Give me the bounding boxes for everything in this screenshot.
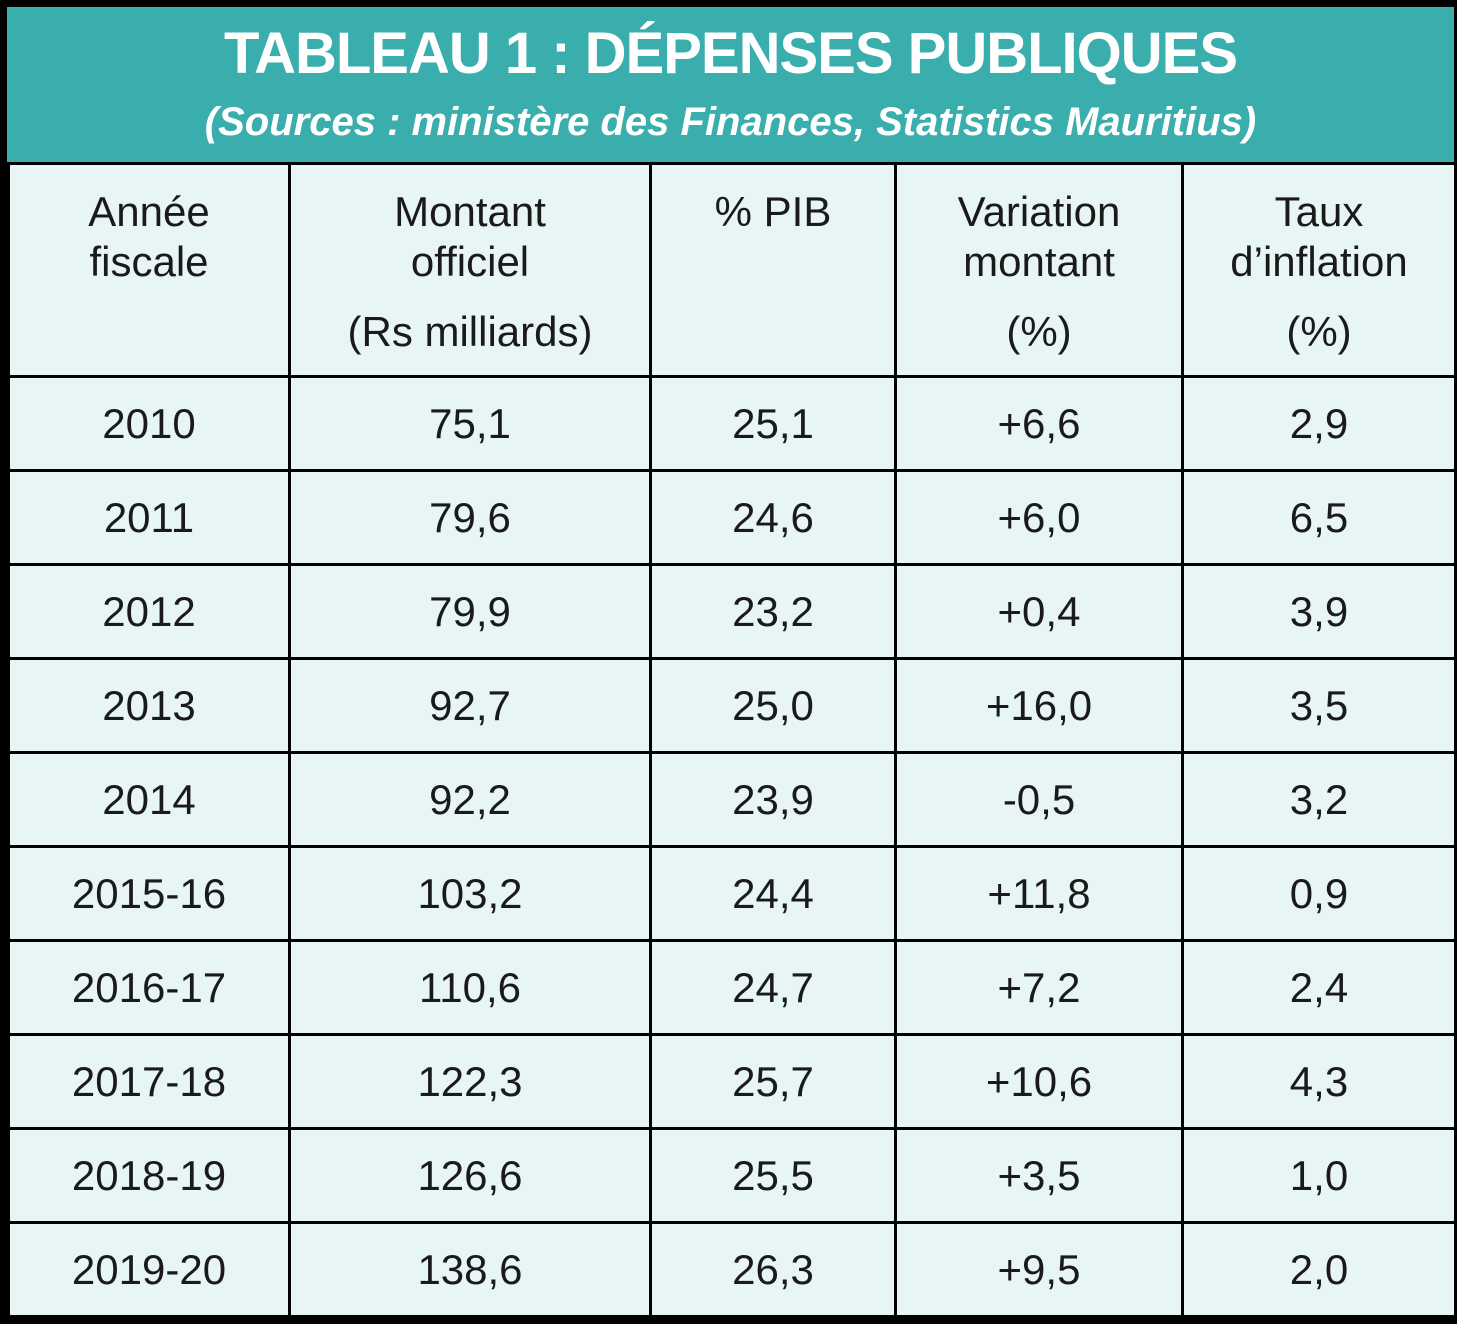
header-line: fiscale xyxy=(89,238,209,285)
table-row: 2012 79,9 23,2 +0,4 3,9 xyxy=(7,563,1457,660)
data-table: Année fiscale Montant officiel (Rs milli… xyxy=(7,162,1457,1318)
cell-gdp-share: 23,2 xyxy=(649,563,897,660)
cell-year: 2012 xyxy=(7,563,291,660)
header-line: Année xyxy=(88,188,210,235)
table-row: 2014 92,2 23,9 -0,5 3,2 xyxy=(7,751,1457,848)
header-year: Année fiscale xyxy=(7,162,291,378)
table-row: 2019-20 138,6 26,3 +9,5 2,0 xyxy=(7,1221,1457,1318)
cell-amount: 79,9 xyxy=(288,563,652,660)
table-title: TABLEAU 1 : DÉPENSES PUBLIQUES xyxy=(223,21,1238,86)
header-unit: (%) xyxy=(1006,308,1072,355)
header-line: montant xyxy=(963,238,1115,285)
cell-variation: +6,6 xyxy=(894,375,1184,472)
header-unit: (Rs milliards) xyxy=(347,308,593,355)
cell-year: 2013 xyxy=(7,657,291,754)
cell-amount: 103,2 xyxy=(288,845,652,942)
cell-gdp-share: 25,1 xyxy=(649,375,897,472)
header-gdp-share: % PIB xyxy=(649,162,897,378)
cell-gdp-share: 24,4 xyxy=(649,845,897,942)
cell-amount: 110,6 xyxy=(288,939,652,1036)
cell-amount: 138,6 xyxy=(288,1221,652,1318)
table-row: 2011 79,6 24,6 +6,0 6,5 xyxy=(7,469,1457,566)
cell-variation: +3,5 xyxy=(894,1127,1184,1224)
cell-variation: +11,8 xyxy=(894,845,1184,942)
cell-inflation: 2,9 xyxy=(1181,375,1457,472)
cell-variation: +0,4 xyxy=(894,563,1184,660)
header-line: Variation xyxy=(957,188,1121,235)
table-row: 2013 92,7 25,0 +16,0 3,5 xyxy=(7,657,1457,754)
cell-year: 2015-16 xyxy=(7,845,291,942)
cell-gdp-share: 24,6 xyxy=(649,469,897,566)
cell-year: 2010 xyxy=(7,375,291,472)
cell-year: 2017-18 xyxy=(7,1033,291,1130)
cell-amount: 75,1 xyxy=(288,375,652,472)
header-inflation: Taux d’inflation (%) xyxy=(1181,162,1457,378)
table-row: 2017-18 122,3 25,7 +10,6 4,3 xyxy=(7,1033,1457,1130)
cell-amount: 122,3 xyxy=(288,1033,652,1130)
cell-gdp-share: 25,5 xyxy=(649,1127,897,1224)
cell-year: 2014 xyxy=(7,751,291,848)
cell-inflation: 6,5 xyxy=(1181,469,1457,566)
cell-inflation: 2,4 xyxy=(1181,939,1457,1036)
cell-year: 2018-19 xyxy=(7,1127,291,1224)
header-line: d’inflation xyxy=(1230,238,1408,285)
table-subtitle: (Sources : ministère des Finances, Stati… xyxy=(204,100,1257,144)
cell-inflation: 3,9 xyxy=(1181,563,1457,660)
title-banner: TABLEAU 1 : DÉPENSES PUBLIQUES (Sources … xyxy=(7,7,1454,162)
cell-inflation: 4,3 xyxy=(1181,1033,1457,1130)
header-unit: (%) xyxy=(1286,308,1352,355)
cell-year: 2019-20 xyxy=(7,1221,291,1318)
header-line: officiel xyxy=(410,238,530,285)
cell-gdp-share: 26,3 xyxy=(649,1221,897,1318)
cell-variation: -0,5 xyxy=(894,751,1184,848)
header-variation: Variation montant (%) xyxy=(894,162,1184,378)
table-row: 2015-16 103,2 24,4 +11,8 0,9 xyxy=(7,845,1457,942)
table-row: 2016-17 110,6 24,7 +7,2 2,4 xyxy=(7,939,1457,1036)
cell-variation: +7,2 xyxy=(894,939,1184,1036)
cell-year: 2016-17 xyxy=(7,939,291,1036)
cell-inflation: 0,9 xyxy=(1181,845,1457,942)
header-line: Montant xyxy=(394,188,546,235)
header-amount: Montant officiel (Rs milliards) xyxy=(288,162,652,378)
cell-amount: 92,7 xyxy=(288,657,652,754)
cell-amount: 79,6 xyxy=(288,469,652,566)
cell-gdp-share: 25,7 xyxy=(649,1033,897,1130)
cell-inflation: 3,5 xyxy=(1181,657,1457,754)
table-frame: TABLEAU 1 : DÉPENSES PUBLIQUES (Sources … xyxy=(7,7,1457,1318)
cell-variation: +10,6 xyxy=(894,1033,1184,1130)
cell-variation: +16,0 xyxy=(894,657,1184,754)
cell-variation: +6,0 xyxy=(894,469,1184,566)
cell-amount: 126,6 xyxy=(288,1127,652,1224)
cell-gdp-share: 23,9 xyxy=(649,751,897,848)
cell-gdp-share: 24,7 xyxy=(649,939,897,1036)
header-line: % PIB xyxy=(714,188,832,235)
table-body: 2010 75,1 25,1 +6,6 2,9 2011 79,6 24,6 +6,0 6,5 20… xyxy=(7,375,1457,1318)
table-row: 2010 75,1 25,1 +6,6 2,9 xyxy=(7,375,1457,472)
cell-year: 2011 xyxy=(7,469,291,566)
cell-inflation: 1,0 xyxy=(1181,1127,1457,1224)
cell-amount: 92,2 xyxy=(288,751,652,848)
cell-variation: +9,5 xyxy=(894,1221,1184,1318)
cell-inflation: 3,2 xyxy=(1181,751,1457,848)
cell-gdp-share: 25,0 xyxy=(649,657,897,754)
header-row: Année fiscale Montant officiel (Rs milli… xyxy=(7,162,1457,378)
header-line: Taux xyxy=(1274,188,1364,235)
cell-inflation: 2,0 xyxy=(1181,1221,1457,1318)
table-row: 2018-19 126,6 25,5 +3,5 1,0 xyxy=(7,1127,1457,1224)
